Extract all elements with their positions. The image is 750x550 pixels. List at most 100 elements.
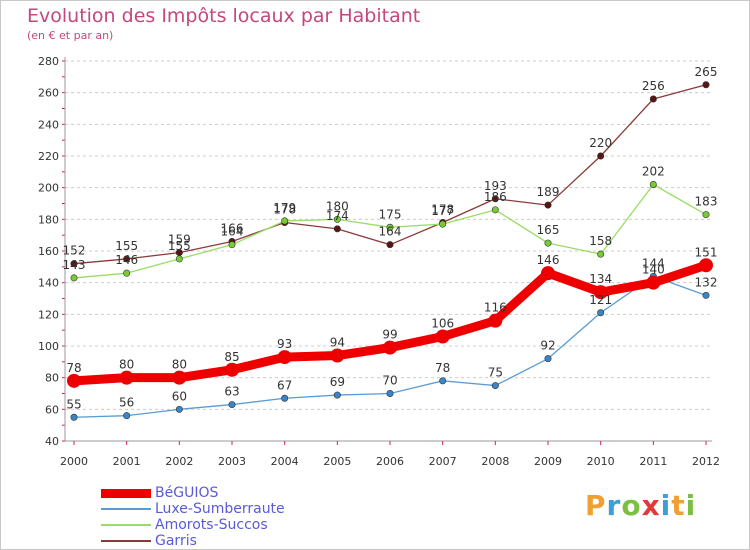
proxiti-logo: Proxiti	[585, 489, 696, 522]
data-label: 94	[330, 336, 345, 350]
data-label: 69	[330, 375, 345, 389]
data-label: 179	[273, 201, 296, 215]
data-label: 256	[642, 79, 665, 93]
data-point	[383, 340, 397, 355]
data-point	[175, 405, 183, 413]
data-label: 78	[66, 361, 81, 375]
data-label: 75	[488, 366, 503, 380]
y-tick-label: 60	[45, 403, 59, 416]
logo-letter: r	[606, 489, 622, 522]
data-point	[333, 225, 341, 233]
y-tick-label: 180	[38, 213, 59, 226]
legend-label-garris: Garris	[155, 533, 197, 549]
data-point	[544, 239, 552, 247]
data-label: 193	[484, 179, 507, 193]
x-tick-label: 2012	[692, 455, 720, 468]
data-point	[333, 391, 341, 399]
data-point	[70, 413, 78, 421]
data-label: 265	[695, 65, 718, 79]
legend-label-beguios: BéGUIOS	[155, 485, 219, 501]
legend-item-amorots-succos: Amorots-Succos	[101, 517, 285, 533]
legend-item-luxe-sumberraute: Luxe-Sumberraute	[101, 501, 285, 517]
data-label: 164	[221, 225, 244, 239]
x-tick-label: 2003	[218, 455, 246, 468]
data-point	[702, 291, 710, 299]
data-label: 158	[589, 234, 612, 248]
logo-letter: P	[585, 489, 607, 522]
logo-letter: i	[660, 489, 672, 522]
data-label: 164	[379, 225, 402, 239]
data-point	[435, 329, 450, 344]
y-tick-label: 280	[38, 55, 59, 68]
y-tick-label: 100	[38, 340, 59, 353]
y-tick-label: 120	[38, 308, 59, 321]
x-tick-label: 2005	[323, 455, 351, 468]
data-label: 55	[66, 397, 81, 411]
data-point	[491, 206, 499, 214]
y-tick-label: 240	[38, 118, 59, 131]
x-tick-label: 2002	[165, 455, 193, 468]
data-label: 134	[589, 272, 612, 286]
x-tick-label: 2008	[481, 455, 509, 468]
data-point	[649, 95, 657, 103]
data-label: 121	[589, 293, 612, 307]
legend-swatch-beguios	[101, 488, 151, 498]
data-label: 159	[168, 233, 191, 247]
data-point	[175, 255, 183, 263]
data-label: 78	[435, 361, 450, 375]
data-label: 165	[537, 223, 560, 237]
data-label: 85	[224, 350, 239, 364]
data-label: 140	[642, 263, 665, 277]
legend-swatch-garris	[101, 540, 151, 542]
data-point	[333, 215, 341, 223]
data-point	[702, 211, 710, 219]
data-point	[330, 348, 345, 363]
data-label: 155	[168, 239, 191, 253]
x-tick-label: 2010	[587, 455, 615, 468]
legend-label-luxe-sumberraute: Luxe-Sumberraute	[155, 501, 285, 517]
chart-title: Evolution des Impôts locaux par Habitant	[27, 5, 421, 27]
legend: BéGUIOS Luxe-Sumberraute Amorots-Succos …	[101, 485, 285, 549]
data-label: 106	[431, 317, 454, 331]
data-point	[544, 355, 552, 363]
data-point	[70, 274, 78, 282]
data-label: 202	[642, 165, 665, 179]
data-point	[544, 201, 552, 209]
data-point	[439, 377, 447, 385]
data-label: 92	[540, 339, 555, 353]
data-point	[281, 217, 289, 225]
y-tick-label: 40	[45, 435, 59, 448]
data-point	[597, 250, 605, 258]
y-tick-label: 220	[38, 150, 59, 163]
data-label: 116	[484, 301, 507, 315]
data-label: 178	[273, 203, 296, 217]
x-tick-label: 2000	[60, 455, 88, 468]
data-point	[491, 195, 499, 203]
data-point	[386, 223, 394, 231]
data-point	[439, 220, 447, 228]
data-label: 174	[326, 209, 349, 223]
data-label: 166	[221, 222, 244, 236]
data-point	[491, 382, 499, 390]
x-tick-label: 2001	[113, 455, 141, 468]
data-point	[488, 313, 503, 328]
data-label: 144	[642, 256, 665, 270]
data-label: 155	[115, 239, 138, 253]
legend-swatch-luxe-sumberraute	[101, 508, 151, 510]
legend-label-amorots-succos: Amorots-Succos	[155, 517, 268, 533]
logo-letter: o	[621, 489, 642, 522]
legend-item-garris: Garris	[101, 533, 285, 549]
data-label: 180	[326, 199, 349, 213]
data-point	[67, 373, 81, 388]
data-point	[228, 401, 236, 409]
x-tick-label: 2009	[534, 455, 562, 468]
chart-subtitle: (en € et par an)	[27, 29, 114, 42]
logo-letter: i	[685, 489, 697, 522]
data-label: 175	[379, 207, 402, 221]
data-point	[70, 260, 78, 268]
data-point	[386, 241, 394, 249]
data-point	[649, 181, 657, 189]
data-label: 56	[119, 396, 134, 410]
y-tick-label: 140	[38, 277, 59, 290]
